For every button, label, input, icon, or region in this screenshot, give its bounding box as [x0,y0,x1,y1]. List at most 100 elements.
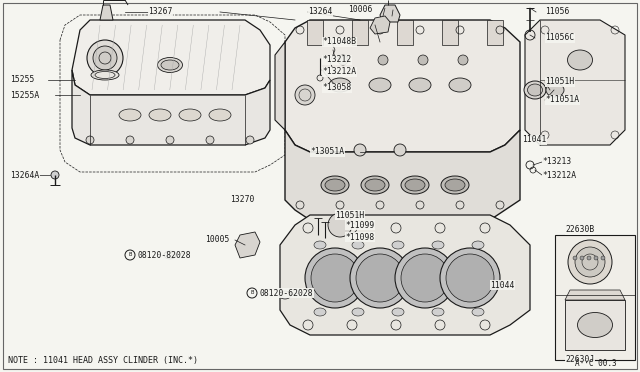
Circle shape [440,248,500,308]
Polygon shape [352,20,368,45]
Circle shape [356,254,404,302]
Text: 11044: 11044 [490,280,515,289]
Ellipse shape [432,308,444,316]
Ellipse shape [321,176,349,194]
Circle shape [587,256,591,260]
Circle shape [87,40,123,76]
Ellipse shape [472,241,484,249]
Circle shape [573,256,577,260]
Ellipse shape [401,176,429,194]
Ellipse shape [409,78,431,92]
Text: 11051H: 11051H [335,211,364,219]
Polygon shape [280,215,530,335]
Text: 11041: 11041 [522,135,547,144]
Circle shape [401,254,449,302]
Ellipse shape [577,312,612,337]
Text: 15255: 15255 [10,76,35,84]
Polygon shape [565,300,625,350]
Ellipse shape [449,78,471,92]
Circle shape [378,55,388,65]
Circle shape [395,248,455,308]
Circle shape [305,248,365,308]
Polygon shape [285,20,520,152]
Ellipse shape [325,179,345,191]
Text: 22630B: 22630B [565,225,595,234]
Ellipse shape [524,81,546,99]
Ellipse shape [365,179,385,191]
Ellipse shape [568,50,593,70]
Circle shape [594,256,598,260]
Text: 15255A: 15255A [10,90,39,99]
Polygon shape [370,16,390,34]
Circle shape [295,85,315,105]
Polygon shape [275,42,285,130]
Text: *11098: *11098 [345,232,374,241]
Ellipse shape [472,308,484,316]
Text: 10005: 10005 [205,235,229,244]
Ellipse shape [361,176,389,194]
Ellipse shape [329,78,351,92]
Text: *11051A: *11051A [545,96,579,105]
Circle shape [394,144,406,156]
Circle shape [166,136,174,144]
Circle shape [446,254,494,302]
Circle shape [51,171,59,179]
Polygon shape [397,20,413,45]
Ellipse shape [432,241,444,249]
Text: 11056C: 11056C [545,33,574,42]
Ellipse shape [352,308,364,316]
Ellipse shape [149,109,171,121]
Text: A··C 00.3: A··C 00.3 [575,359,616,368]
Ellipse shape [161,60,179,70]
Text: NOTE : 11041 HEAD ASSY CLINDER (INC.*): NOTE : 11041 HEAD ASSY CLINDER (INC.*) [8,356,198,365]
Circle shape [311,254,359,302]
Ellipse shape [445,179,465,191]
Ellipse shape [157,58,182,73]
Circle shape [328,213,352,237]
Text: *13212A: *13212A [542,170,576,180]
Text: B: B [129,253,132,257]
Circle shape [93,46,117,70]
Polygon shape [72,20,270,95]
Text: *13212A: *13212A [322,67,356,77]
Text: 08120-62028: 08120-62028 [260,289,314,298]
Ellipse shape [279,291,291,299]
Text: 11056: 11056 [545,7,570,16]
Circle shape [246,136,254,144]
Polygon shape [307,20,323,45]
Circle shape [601,256,605,260]
Circle shape [126,136,134,144]
Text: 22630J: 22630J [565,356,595,365]
Polygon shape [565,290,625,300]
Text: *11099: *11099 [345,221,374,230]
Polygon shape [235,232,260,258]
Ellipse shape [392,308,404,316]
Ellipse shape [527,84,543,96]
Text: *13058: *13058 [322,83,351,93]
Polygon shape [100,5,113,20]
Circle shape [206,136,214,144]
Text: 13264A: 13264A [10,170,39,180]
Circle shape [338,55,348,65]
Text: *13051A: *13051A [310,148,344,157]
Text: 10006: 10006 [348,6,372,15]
Circle shape [350,248,410,308]
Circle shape [86,136,94,144]
Ellipse shape [164,251,176,259]
Polygon shape [555,235,635,360]
Polygon shape [442,20,458,45]
Ellipse shape [209,109,231,121]
Circle shape [580,256,584,260]
Circle shape [575,247,605,277]
Polygon shape [380,5,400,22]
Polygon shape [487,20,503,45]
Ellipse shape [392,241,404,249]
Ellipse shape [405,179,425,191]
Ellipse shape [179,109,201,121]
Text: 13264: 13264 [308,7,332,16]
Ellipse shape [369,78,391,92]
Circle shape [568,240,612,284]
Ellipse shape [352,241,364,249]
Ellipse shape [119,109,141,121]
Polygon shape [72,70,270,145]
